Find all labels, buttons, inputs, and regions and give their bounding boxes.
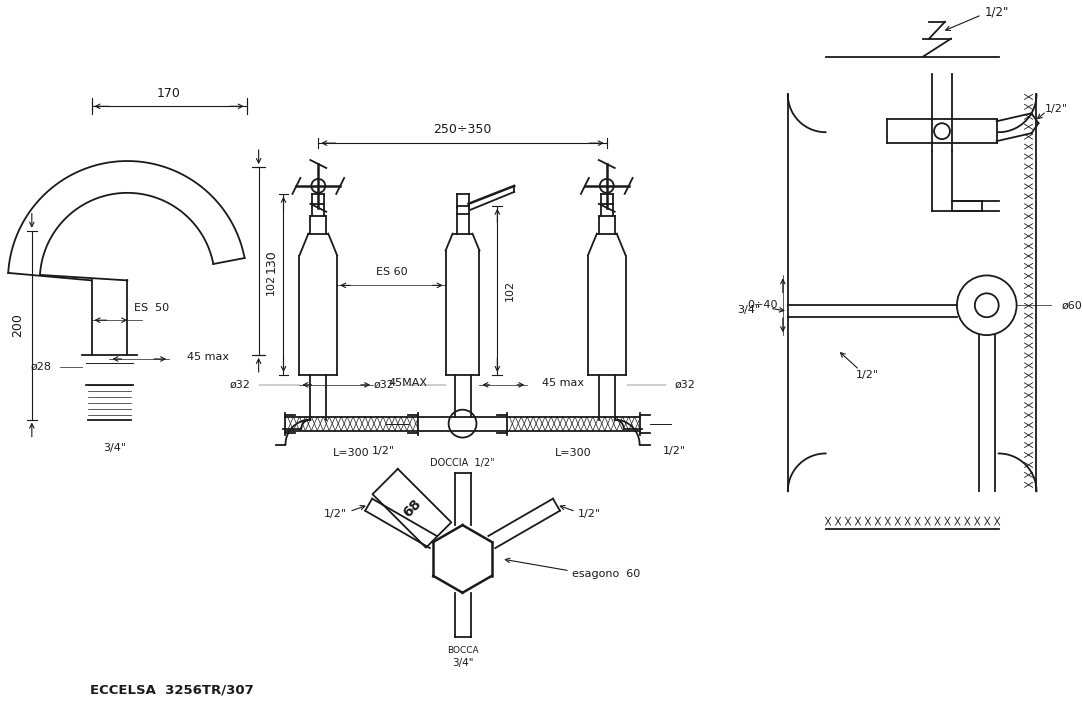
- Text: ES  50: ES 50: [133, 303, 169, 313]
- Text: 0÷40: 0÷40: [747, 301, 779, 311]
- Text: ø32: ø32: [675, 380, 695, 390]
- Text: 200: 200: [12, 313, 25, 337]
- Text: 1/2": 1/2": [984, 6, 1009, 18]
- Text: ECCELSA  3256TR/307: ECCELSA 3256TR/307: [90, 683, 253, 697]
- Text: 3/4": 3/4": [736, 306, 760, 316]
- Text: 3/4": 3/4": [103, 442, 126, 452]
- Text: 68: 68: [400, 496, 423, 520]
- Text: DOCCIA  1/2": DOCCIA 1/2": [430, 459, 495, 469]
- Text: 1/2": 1/2": [663, 447, 686, 457]
- Text: L=300: L=300: [334, 449, 370, 459]
- Text: 45MAX: 45MAX: [388, 378, 427, 388]
- Text: L=300: L=300: [556, 449, 591, 459]
- Text: ø60: ø60: [1061, 301, 1082, 311]
- Text: 170: 170: [157, 87, 181, 100]
- Text: ø32: ø32: [374, 380, 395, 390]
- Text: 1/2": 1/2": [578, 508, 601, 518]
- Text: 1/2": 1/2": [324, 508, 348, 518]
- Text: 250÷350: 250÷350: [433, 123, 492, 135]
- Text: ø28: ø28: [30, 362, 52, 372]
- Text: 45 max: 45 max: [187, 352, 229, 362]
- Text: 102: 102: [265, 274, 275, 295]
- Text: esagono  60: esagono 60: [572, 569, 640, 579]
- Text: 3/4": 3/4": [452, 659, 473, 669]
- Text: 1/2": 1/2": [1045, 104, 1068, 114]
- Text: 102: 102: [506, 280, 516, 301]
- Text: 1/2": 1/2": [371, 447, 394, 457]
- Text: 1/2": 1/2": [856, 370, 879, 380]
- Text: 45 max: 45 max: [543, 378, 584, 388]
- Text: ES 60: ES 60: [376, 267, 407, 277]
- Text: BOCCA: BOCCA: [446, 646, 479, 655]
- Text: ø32: ø32: [230, 380, 250, 390]
- Text: 130: 130: [265, 249, 278, 273]
